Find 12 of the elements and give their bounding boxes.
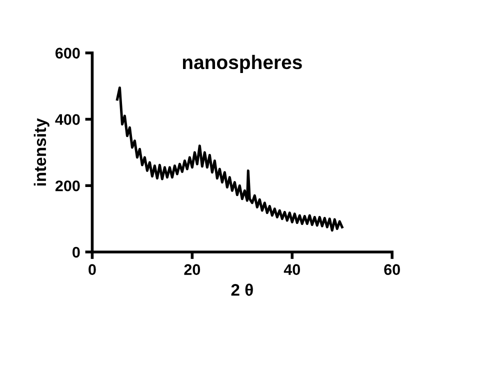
line-series (116, 86, 344, 232)
chart-title: nanospheres (182, 54, 302, 74)
y-axis-title: intensity (34, 118, 50, 186)
y-tick-label: 400 (55, 114, 80, 125)
x-tick-label: 60 (384, 264, 400, 275)
x-tick-label: 0 (88, 264, 96, 275)
y-tick-label: 200 (55, 180, 80, 192)
x-axis-title: 2 θ (231, 284, 253, 296)
x-tick-label: 20 (184, 264, 200, 275)
y-tick-label: 600 (55, 48, 80, 59)
x-tick-label: 40 (284, 264, 300, 275)
y-tick-label: 0 (72, 246, 80, 258)
